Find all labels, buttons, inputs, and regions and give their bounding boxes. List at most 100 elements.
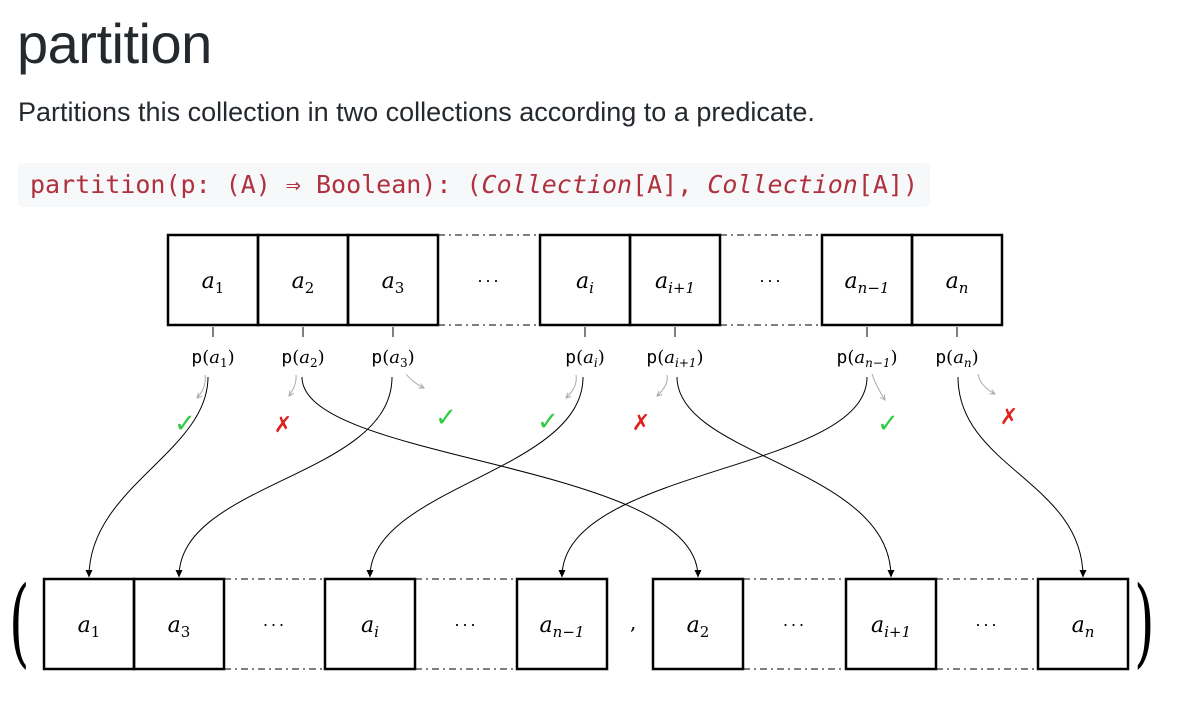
signature-type-1: Collection: [481, 170, 633, 199]
input-label-7-base: a: [845, 269, 858, 294]
tuple-close-paren: ): [1134, 567, 1155, 679]
predicate-open-paren: (: [202, 347, 209, 368]
input-ellipsis-6: ···: [759, 270, 783, 290]
hint-arrow-a3: [405, 373, 424, 388]
input-label-0-base: a: [202, 269, 215, 294]
output-left-label-1-base: a: [168, 613, 181, 638]
output-right-box-4: [1036, 577, 1130, 671]
input-label-4: ai: [576, 269, 594, 297]
output-left-label-1-subscript: 3: [181, 623, 191, 641]
output-right-box-2: [844, 577, 938, 671]
page-title: partition: [17, 12, 212, 75]
output-left-label-0: a1: [78, 613, 101, 641]
predicate-arg-subscript: i+1: [675, 356, 697, 370]
output-left-label-1: a3: [168, 613, 191, 641]
predicate-arg-base: a: [854, 347, 865, 368]
output-left-label-5-base: a: [540, 613, 553, 638]
predicate-label-a2: p(a2): [281, 347, 324, 370]
input-box-2: [346, 233, 440, 327]
predicate-label-a3: p(a3): [371, 347, 414, 370]
result-mark-an: ✗: [1000, 405, 1018, 430]
predicate-arg-subscript: n: [964, 356, 972, 370]
predicate-close-paren: ): [697, 347, 704, 368]
input-label-2-subscript: 3: [395, 279, 405, 297]
ellipsis-dashes: [224, 234, 1038, 670]
hint-arrow-an: [977, 373, 995, 394]
predicate-open-paren: (: [382, 347, 389, 368]
predicate-fn: p: [191, 347, 202, 368]
input-label-8: an: [946, 269, 969, 297]
output-right-label-2-base: a: [871, 613, 884, 638]
result-mark-a3: ✓: [435, 403, 457, 433]
mapping-arrow-ai-plus-1: [676, 376, 895, 578]
mapping-arrow-an: [957, 376, 1087, 578]
output-left-label-0-base: a: [78, 613, 91, 638]
predicate-arg-base: a: [953, 347, 964, 368]
hint-arrow-ai-plus-1: [657, 374, 668, 396]
predicate-arg-subscript: n−1: [865, 356, 890, 370]
predicate-close-paren: ): [408, 347, 415, 368]
result-mark-a2: ✗: [274, 413, 292, 438]
output-left-box-3: [323, 577, 417, 671]
predicate-arg-subscript: 3: [400, 356, 408, 370]
predicate-open-paren: (: [576, 347, 583, 368]
input-label-0: a1: [202, 269, 225, 297]
predicate-arg-base: a: [664, 347, 675, 368]
predicate-open-paren: (: [657, 347, 664, 368]
mapping-arrows: [85, 376, 1087, 578]
predicate-fn: p: [371, 347, 382, 368]
hint-arrow-a1: [197, 374, 206, 398]
predicate-fn: p: [565, 347, 576, 368]
predicate-fn: p: [836, 347, 847, 368]
predicate-label-a1: p(a1): [191, 347, 234, 370]
method-signature: partition(p: (A) ⇒ Boolean): (Collection…: [18, 163, 931, 207]
mapping-arrow-ai: [366, 376, 584, 578]
mapping-arrow-an-minus-1: [558, 376, 868, 578]
signature-type-2: Collection: [707, 170, 858, 199]
output-left-label-0-subscript: 1: [91, 623, 101, 641]
output-right-label-0: a2: [687, 613, 710, 641]
predicate-arg-base: a: [299, 347, 310, 368]
hint-arrow-ai: [566, 374, 577, 398]
input-label-7-subscript: n−1: [858, 279, 890, 297]
input-label-2: a3: [382, 269, 405, 297]
output-right-label-2-subscript: i+1: [884, 623, 911, 641]
result-mark-ai: ✓: [537, 407, 559, 437]
output-left-label-3-subscript: i: [374, 623, 379, 641]
predicate-arg-base: a: [583, 347, 594, 368]
output-right-label-4-subscript: n: [1085, 623, 1095, 641]
predicate-label-ai: p(ai): [565, 347, 604, 370]
input-box-8: [910, 233, 1004, 327]
input-label-8-base: a: [946, 269, 959, 294]
mapping-arrow-a3: [175, 376, 393, 578]
predicate-arg-subscript: 2: [310, 356, 318, 370]
output-right-label-0-base: a: [687, 613, 700, 638]
input-label-1-subscript: 2: [305, 279, 315, 297]
predicate-arg-base: a: [209, 347, 220, 368]
predicate-close-paren: ): [972, 347, 979, 368]
hint-arrow-a2: [289, 374, 297, 396]
tuple-open-paren: (: [9, 567, 30, 679]
output-right-ellipsis-1: ···: [783, 614, 807, 634]
predicate-label-an: p(an): [935, 347, 978, 370]
output-right-label-4-base: a: [1072, 613, 1085, 638]
output-right-ellipsis-3: ···: [975, 614, 999, 634]
mapping-arrow-a2: [301, 376, 702, 578]
output-right-box-0: [651, 577, 745, 671]
predicate-open-paren: (: [292, 347, 299, 368]
predicate-arg-base: a: [389, 347, 400, 368]
predicate-ticks: [212, 327, 958, 337]
result-mark-ai-plus-1: ✗: [632, 411, 650, 436]
input-label-5-subscript: i+1: [668, 279, 695, 297]
input-box-5: [628, 233, 722, 327]
predicate-arg-subscript: i: [594, 356, 598, 370]
output-left-label-3-base: a: [361, 613, 374, 638]
signature-prefix: partition(p: (A) ⇒ Boolean): (: [30, 170, 482, 199]
diagram-labels: a1 a2 a3 ai ai+1 an−1 an··· ···a1 a3 ai an−1··· ···…: [9, 269, 1155, 679]
collection-boxes: [42, 233, 1130, 671]
predicate-hint-arrows: [197, 373, 995, 400]
signature-suffix: [A]): [857, 170, 919, 199]
method-description: Partitions this collection in two collec…: [18, 97, 815, 127]
predicate-fn: p: [646, 347, 657, 368]
predicate-close-paren: ): [598, 347, 605, 368]
